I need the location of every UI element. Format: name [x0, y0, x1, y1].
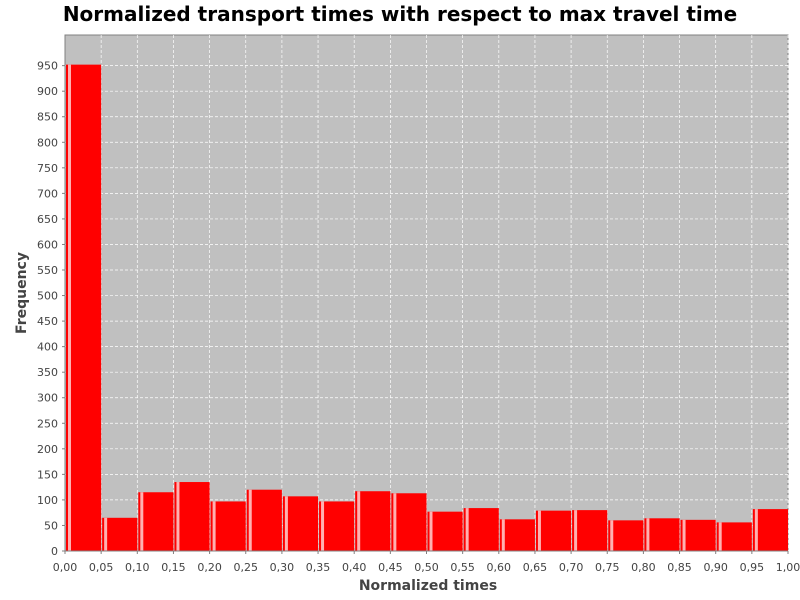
- y-axis-label: Frequency: [14, 252, 30, 334]
- x-tick-label: 0,25: [234, 561, 259, 574]
- y-tick-label: 650: [37, 213, 58, 226]
- y-tick-label: 100: [37, 494, 58, 507]
- chart-title: Normalized transport times with respect …: [63, 2, 737, 26]
- x-tick-label: 0,30: [270, 561, 295, 574]
- y-tick-label: 750: [37, 162, 58, 175]
- x-tick-label: 0,80: [631, 561, 656, 574]
- x-axis-label: Normalized times: [359, 578, 497, 594]
- histogram-bar: [535, 510, 572, 551]
- x-tick-label: 0,95: [740, 561, 765, 574]
- bars: [66, 64, 788, 551]
- axes: 0,00 0,05 0,10 0,15 0,20 0,25 0,30 0,35 0,40 0,45…: [37, 35, 800, 574]
- histogram-bar: [680, 519, 716, 551]
- y-tick-label: 600: [37, 238, 58, 251]
- bar-highlight: [321, 501, 325, 551]
- x-tick-label: 0,05: [89, 561, 114, 574]
- bar-highlight: [682, 519, 686, 551]
- bar-highlight: [610, 520, 614, 551]
- bar-highlight: [104, 517, 108, 551]
- y-tick-label: 350: [37, 366, 58, 379]
- bar-highlight: [429, 511, 433, 551]
- histogram-bar: [282, 496, 319, 551]
- histogram-bar: [644, 518, 680, 551]
- x-tick-label: 0,00: [53, 561, 78, 574]
- histogram-bar: [102, 517, 138, 551]
- bar-highlight: [646, 518, 650, 551]
- bar-highlight: [574, 510, 578, 551]
- histogram-bar: [246, 489, 282, 551]
- bar-highlight: [718, 522, 722, 551]
- bar-highlight: [357, 491, 361, 551]
- y-tick-label: 850: [37, 111, 58, 124]
- histogram-bar: [716, 522, 752, 551]
- y-tick-label: 200: [37, 443, 58, 456]
- bar-highlight: [212, 501, 216, 551]
- histogram-bar: [499, 519, 535, 551]
- bar-highlight: [465, 508, 469, 551]
- bar-highlight: [537, 510, 541, 551]
- histogram-bar: [572, 510, 608, 551]
- x-tick-label: 0,35: [306, 561, 331, 574]
- x-tick-label: 0,45: [378, 561, 403, 574]
- y-tick-label: 300: [37, 392, 58, 405]
- x-tick-label: 0,40: [342, 561, 367, 574]
- x-tick-label: 0,10: [125, 561, 150, 574]
- histogram-bar: [463, 508, 499, 551]
- histogram-bar: [319, 501, 355, 551]
- x-tick-label: 0,90: [703, 561, 728, 574]
- bar-highlight: [68, 64, 71, 551]
- bar-highlight: [248, 489, 252, 551]
- x-tick-label: 0,60: [487, 561, 512, 574]
- bar-highlight: [754, 509, 758, 551]
- y-tick-label: 250: [37, 417, 58, 430]
- histogram-bar: [355, 491, 391, 551]
- bar-highlight: [393, 493, 397, 551]
- histogram-bar: [66, 64, 102, 551]
- x-tick-label: 1,00: [776, 561, 800, 574]
- x-tick-label: 0,55: [450, 561, 475, 574]
- x-tick-label: 0,85: [667, 561, 692, 574]
- y-tick-label: 0: [51, 545, 58, 558]
- histogram-bar: [752, 509, 788, 551]
- y-tick-label: 950: [37, 60, 58, 73]
- histogram-bar: [427, 511, 463, 551]
- histogram-bar: [391, 493, 427, 551]
- bar-highlight: [501, 519, 505, 551]
- x-tick-label: 0,65: [523, 561, 548, 574]
- y-tick-label: 550: [37, 264, 58, 277]
- histogram-bar: [608, 520, 644, 551]
- x-tick-label: 0,75: [595, 561, 620, 574]
- x-tick-label: 0,70: [559, 561, 584, 574]
- y-tick-label: 800: [37, 136, 58, 149]
- bar-highlight: [284, 496, 288, 551]
- bar-highlight: [140, 492, 144, 551]
- y-tick-label: 900: [37, 85, 58, 98]
- y-tick-label: 400: [37, 341, 58, 354]
- y-tick-label: 150: [37, 468, 58, 481]
- histogram-bar: [138, 492, 174, 551]
- y-tick-label: 500: [37, 290, 58, 303]
- y-tick-label: 450: [37, 315, 58, 328]
- x-tick-label: 0,50: [414, 561, 439, 574]
- x-tick-label: 0,15: [161, 561, 186, 574]
- bar-highlight: [176, 482, 180, 551]
- histogram-bar: [174, 482, 210, 551]
- y-tick-label: 50: [44, 519, 58, 532]
- histogram-bar: [210, 501, 246, 551]
- y-tick-label: 700: [37, 187, 58, 200]
- x-tick-label: 0,20: [197, 561, 222, 574]
